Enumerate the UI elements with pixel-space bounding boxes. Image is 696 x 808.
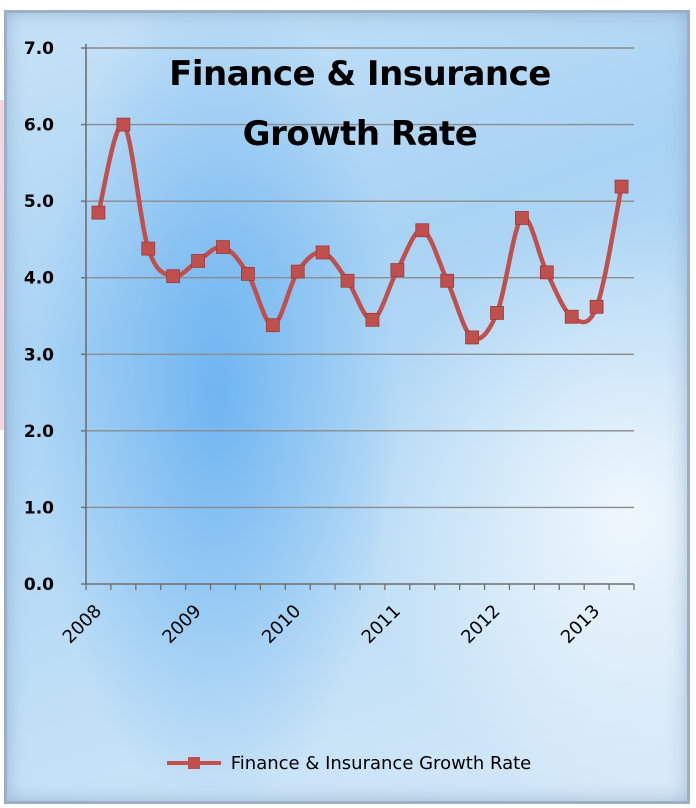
x-tick-label: 2013: [557, 601, 604, 648]
data-point-marker: [515, 211, 529, 225]
x-tick-label: 2010: [258, 601, 305, 648]
x-tick-label: 2012: [457, 601, 504, 648]
y-tick-label: 4.0: [24, 269, 54, 289]
data-point-marker: [465, 330, 479, 345]
y-tick-label: 1.0: [24, 498, 54, 518]
y-tick-label: 5.0: [24, 192, 54, 212]
x-tick-label: 2009: [158, 601, 205, 648]
data-point-marker: [141, 241, 156, 256]
y-tick-label: 6.0: [24, 116, 54, 136]
legend-swatch-icon: [166, 757, 221, 769]
data-point-marker: [91, 205, 106, 220]
y-tick-label: 0.0: [24, 575, 54, 595]
data-point-marker: [265, 318, 280, 333]
data-point-marker: [290, 264, 305, 279]
data-point-marker: [415, 223, 430, 238]
data-point-marker: [564, 309, 579, 324]
y-tick-label: 2.0: [24, 422, 54, 442]
x-tick-label: 2008: [59, 601, 106, 648]
data-point-marker: [241, 266, 255, 281]
legend: Finance & Insurance Growth Rate: [0, 748, 696, 778]
data-point-marker: [340, 273, 355, 288]
axes: [81, 44, 635, 590]
chart-title-line-2: Growth Rate: [242, 114, 478, 154]
data-point-marker: [216, 240, 230, 254]
data-point-marker: [116, 117, 131, 132]
series-markers: [91, 117, 629, 345]
data-point-marker: [166, 269, 181, 284]
chart-title-line-1: Finance & Insurance: [169, 54, 551, 94]
legend-label: Finance & Insurance Growth Rate: [230, 752, 532, 774]
data-point-marker: [440, 273, 455, 288]
y-tick-label: 3.0: [24, 345, 54, 365]
data-point-marker: [614, 179, 629, 194]
x-tick-labels: 2008 2009 2010 2011 2012 2013: [59, 601, 604, 648]
data-point-marker: [589, 299, 604, 314]
data-point-marker: [539, 265, 554, 280]
side-stripe: [0, 100, 4, 430]
data-point-marker: [315, 245, 330, 260]
y-tick-label: 7.0: [24, 39, 54, 59]
data-point-marker: [490, 306, 504, 320]
data-point-marker: [191, 253, 205, 268]
data-point-marker: [390, 263, 405, 277]
data-point-marker: [365, 312, 380, 327]
x-tick-label: 2011: [358, 601, 405, 648]
chart-title: Finance & Insurance Growth Rate: [120, 44, 600, 164]
chart-area: [4, 10, 690, 804]
y-tick-labels: 0.0 1.0 2.0 3.0 4.0 5.0 6.0 7.0: [24, 39, 54, 595]
